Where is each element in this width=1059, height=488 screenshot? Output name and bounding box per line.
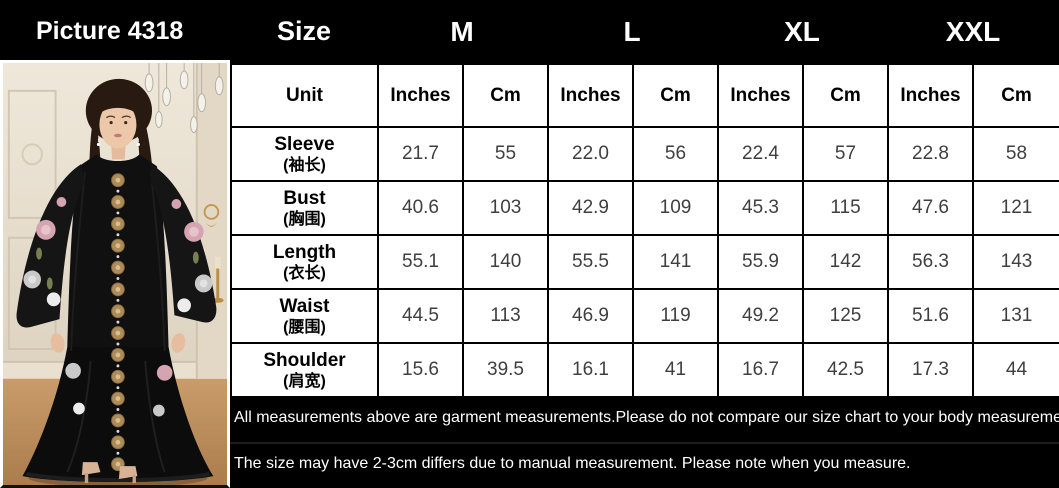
shoulder-xxl-cm: 44 [972, 342, 1059, 398]
row-label-shoulder: Shoulder (肩宽) [230, 342, 379, 398]
table-row-shoulder: Shoulder (肩宽) 15.6 39.5 16.1 41 16.7 42.… [230, 342, 1059, 398]
shoulder-m-cm: 39.5 [462, 342, 549, 398]
size-header-l: L [623, 16, 641, 47]
table-row-waist: Waist (腰围) 44.5 113 46.9 119 49.2 125 51… [230, 288, 1059, 344]
shoulder-xxl-inches: 17.3 [887, 342, 974, 398]
length-xxl-inches: 56.3 [887, 234, 974, 290]
row-label-length: Length (衣长) [230, 234, 379, 290]
heels [81, 462, 138, 484]
shoulder-m-inches: 15.6 [377, 342, 464, 398]
waist-l-cm: 119 [632, 288, 719, 344]
length-l-cm: 141 [632, 234, 719, 290]
size-header-m: M [450, 16, 474, 47]
size-table-area: Unit Inches Cm Inches Cm Inches Cm Inche… [230, 63, 1059, 398]
sleeve-l-cm: 56 [632, 126, 719, 182]
unit-l-cm: Cm [632, 63, 719, 128]
unit-m-inches: Inches [377, 63, 464, 128]
length-m-inches: 55.1 [377, 234, 464, 290]
sleeve-xxl-cm: 58 [972, 126, 1059, 182]
row-label-waist: Waist (腰围) [230, 288, 379, 344]
unit-m-cm: Cm [462, 63, 549, 128]
product-photo-illustration [3, 63, 227, 485]
length-xl-inches: 55.9 [717, 234, 804, 290]
waist-xxl-inches: 51.6 [887, 288, 974, 344]
table-row-length: Length (衣长) 55.1 140 55.5 141 55.9 142 5… [230, 234, 1059, 290]
sleeve-m-inches: 21.7 [377, 126, 464, 182]
waist-m-cm: 113 [462, 288, 549, 344]
header-bar: Picture 4318 Size M L XL XXL [0, 0, 1059, 63]
size-column-header: Size [276, 16, 332, 46]
row-label-sleeve: Sleeve (袖长) [230, 126, 379, 182]
shoulder-xl-inches: 16.7 [717, 342, 804, 398]
product-photo [0, 60, 230, 488]
chandelier-crystals-icon [144, 63, 224, 134]
bust-xl-inches: 45.3 [717, 180, 804, 236]
bust-xl-cm: 115 [802, 180, 889, 236]
waist-xxl-cm: 131 [972, 288, 1059, 344]
footer-divider [230, 442, 1059, 444]
unit-xl-cm: Cm [802, 63, 889, 128]
waist-l-inches: 46.9 [547, 288, 634, 344]
sleeve-m-cm: 55 [462, 126, 549, 182]
waist-m-inches: 44.5 [377, 288, 464, 344]
shoulder-l-inches: 16.1 [547, 342, 634, 398]
footer-notes: All measurements above are garment measu… [230, 396, 1059, 488]
floral-embroidery [23, 197, 213, 417]
bust-xxl-cm: 121 [972, 180, 1059, 236]
sleeve-xl-cm: 57 [802, 126, 889, 182]
shoulder-xl-cm: 42.5 [802, 342, 889, 398]
bust-l-inches: 42.9 [547, 180, 634, 236]
unit-xxl-inches: Inches [887, 63, 974, 128]
sleeve-l-inches: 22.0 [547, 126, 634, 182]
waist-xl-inches: 49.2 [717, 288, 804, 344]
picture-label: Picture 4318 [36, 17, 184, 45]
waist-xl-cm: 125 [802, 288, 889, 344]
hands [50, 333, 186, 353]
size-header-xl: XL [784, 16, 820, 47]
row-label-bust: Bust (胸围) [230, 180, 379, 236]
bust-xxl-inches: 47.6 [887, 180, 974, 236]
bust-m-cm: 103 [462, 180, 549, 236]
gold-front-trim [111, 173, 125, 472]
table-row-sleeve: Sleeve (袖长) 21.7 55 22.0 56 22.4 57 22.8… [230, 126, 1059, 182]
unit-header-cell: Unit [230, 63, 379, 128]
length-l-inches: 55.5 [547, 234, 634, 290]
unit-header-row: Unit Inches Cm Inches Cm Inches Cm Inche… [230, 63, 1059, 128]
size-header-xxl: XXL [945, 16, 1001, 47]
measurement-note-1: All measurements above are garment measu… [234, 409, 1059, 426]
length-xxl-cm: 143 [972, 234, 1059, 290]
shoulder-l-cm: 41 [632, 342, 719, 398]
sleeve-xl-inches: 22.4 [717, 126, 804, 182]
length-xl-cm: 142 [802, 234, 889, 290]
unit-l-inches: Inches [547, 63, 634, 128]
measurement-note-2: The size may have 2-3cm differs due to m… [234, 455, 911, 472]
size-table: Unit Inches Cm Inches Cm Inches Cm Inche… [230, 63, 1059, 398]
bust-l-cm: 109 [632, 180, 719, 236]
unit-xl-inches: Inches [717, 63, 804, 128]
length-m-cm: 140 [462, 234, 549, 290]
unit-xxl-cm: Cm [972, 63, 1059, 128]
bust-m-inches: 40.6 [377, 180, 464, 236]
table-row-bust: Bust (胸围) 40.6 103 42.9 109 45.3 115 47.… [230, 180, 1059, 236]
sleeve-xxl-inches: 22.8 [887, 126, 974, 182]
